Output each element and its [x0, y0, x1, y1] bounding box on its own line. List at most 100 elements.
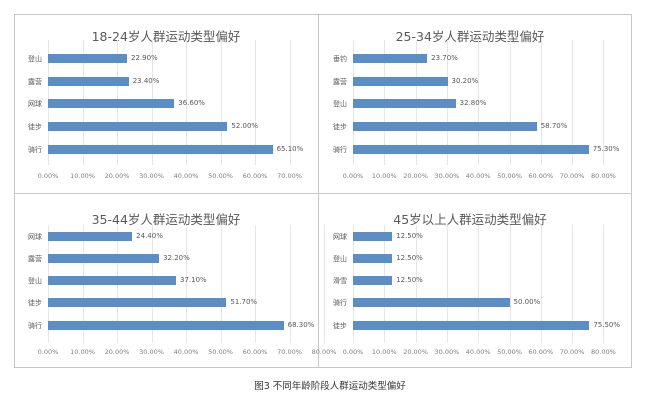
x-tick-label: 30.00%: [139, 348, 164, 356]
x-tick-label: 0.00%: [342, 172, 364, 180]
x-tick-label: 20.00%: [403, 172, 428, 180]
data-label: 23.40%: [132, 77, 160, 85]
figure-caption: 图3 不同年龄阶段人群运动类型偏好: [254, 381, 406, 392]
bar: [353, 232, 393, 241]
x-tick-label: 60.00%: [528, 172, 554, 180]
x-tick-label: 80.00%: [590, 348, 616, 356]
bar: [353, 54, 428, 63]
category-label: 徒步: [333, 322, 347, 330]
bar: [48, 232, 133, 241]
x-tick-label: 20.00%: [403, 348, 428, 356]
gridline: [540, 40, 542, 165]
data-label: 24.40%: [136, 232, 163, 240]
bar: [353, 276, 393, 285]
x-tick-label: 20.00%: [104, 172, 130, 180]
bar: [353, 77, 448, 86]
category-label: 登山: [28, 55, 42, 63]
x-tick-label: 70.00%: [559, 172, 585, 180]
x-tick-label: 10.00%: [70, 172, 95, 180]
gridline: [603, 225, 605, 343]
x-tick-label: 0.00%: [37, 172, 59, 180]
category-label: 登山: [333, 255, 347, 263]
category-label: 徒步: [28, 299, 42, 307]
x-tick-label: 80.00%: [311, 348, 337, 356]
data-label: 65.10%: [276, 145, 304, 153]
bar: [48, 77, 129, 86]
category-label: 垂钓: [333, 55, 347, 63]
gridline: [446, 225, 448, 343]
category-label: 滑雪: [333, 277, 347, 285]
gridline: [255, 225, 256, 343]
bar: [48, 276, 176, 285]
gridline: [186, 225, 187, 343]
x-tick-label: 50.00%: [497, 348, 522, 356]
data-label: 37.10%: [179, 276, 207, 284]
data-label: 51.70%: [230, 298, 258, 306]
bar: [353, 145, 589, 154]
x-tick-label: 40.00%: [173, 172, 199, 180]
x-tick-label: 50.00%: [497, 172, 522, 180]
data-label: 30.20%: [451, 77, 479, 85]
chart-title: 35-44岁人群运动类型偏好: [91, 212, 241, 227]
bar: [48, 54, 127, 63]
data-label: 12.50%: [396, 276, 423, 284]
gridline: [509, 225, 511, 343]
category-label: 徒步: [28, 123, 42, 131]
category-label: 徒步: [333, 123, 347, 131]
data-label: 23.70%: [431, 54, 458, 62]
category-label: 网球: [28, 100, 42, 108]
horizontal-divider: [14, 193, 632, 194]
x-tick-label: 60.00%: [528, 348, 554, 356]
x-tick-label: 30.00%: [139, 172, 164, 180]
data-label: 50.00%: [513, 298, 541, 306]
x-tick-label: 10.00%: [70, 348, 95, 356]
chart-title: 45岁以上人群运动类型偏好: [393, 212, 547, 227]
bar: [48, 99, 175, 108]
gridline: [509, 40, 511, 165]
category-label: 骑行: [28, 146, 42, 154]
x-tick-label: 70.00%: [277, 348, 302, 356]
gridline: [220, 225, 222, 343]
category-label: 登山: [333, 100, 347, 108]
x-tick-label: 0.00%: [342, 348, 364, 356]
bar: [353, 254, 393, 263]
figure-frame: [14, 14, 632, 368]
x-tick-label: 10.00%: [371, 172, 397, 180]
x-tick-label: 30.00%: [434, 172, 460, 180]
x-tick-label: 70.00%: [559, 348, 585, 356]
gridline: [478, 225, 480, 343]
x-tick-label: 70.00%: [277, 172, 302, 180]
gridline: [540, 225, 542, 343]
gridline: [415, 225, 417, 343]
data-label: 12.50%: [396, 232, 423, 240]
x-tick-label: 40.00%: [173, 348, 199, 356]
data-label: 36.60%: [178, 99, 205, 107]
gridline: [220, 40, 222, 165]
data-label: 32.80%: [459, 99, 487, 107]
x-tick-label: 80.00%: [590, 172, 616, 180]
bar: [48, 298, 227, 307]
x-tick-label: 50.00%: [208, 348, 233, 356]
gridline: [478, 40, 480, 165]
chart-title: 18-24岁人群运动类型偏好: [91, 29, 241, 44]
bar: [353, 298, 510, 307]
data-label: 68.30%: [287, 321, 315, 329]
vertical-divider: [318, 14, 319, 368]
category-label: 登山: [28, 277, 42, 285]
bar: [353, 99, 456, 108]
category-label: 骑行: [333, 146, 347, 154]
category-label: 露营: [333, 78, 347, 86]
data-label: 22.90%: [131, 54, 158, 62]
bar: [48, 254, 160, 263]
data-label: 58.70%: [540, 122, 568, 130]
chart-title: 25-34岁人群运动类型偏好: [395, 29, 545, 44]
x-tick-label: 0.00%: [37, 348, 59, 356]
category-label: 网球: [28, 233, 42, 241]
data-label: 75.30%: [592, 145, 620, 153]
category-label: 骑行: [333, 299, 347, 307]
x-tick-label: 20.00%: [104, 348, 130, 356]
